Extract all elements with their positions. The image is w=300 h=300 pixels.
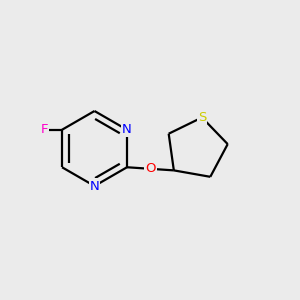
Text: N: N <box>122 123 132 136</box>
Text: S: S <box>198 111 206 124</box>
Text: F: F <box>40 123 48 136</box>
Text: N: N <box>90 179 99 193</box>
Text: O: O <box>145 162 156 175</box>
